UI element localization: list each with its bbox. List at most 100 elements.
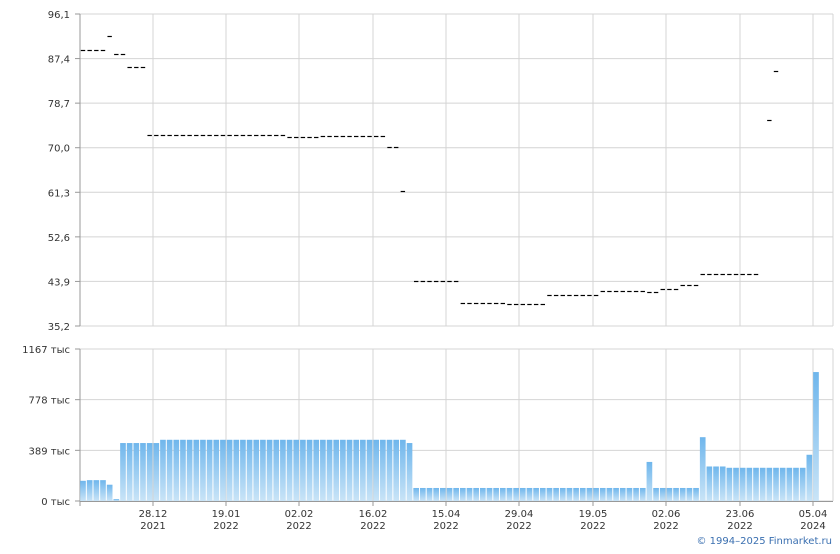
- price-y-tick-label: 87,4: [48, 55, 70, 66]
- volume-bar: [133, 443, 140, 501]
- volume-bar: [353, 439, 360, 501]
- volume-bar: [286, 439, 293, 501]
- x-tick-label-date: 19.05: [579, 509, 608, 520]
- volume-bar: [146, 443, 153, 501]
- price-y-tick-label: 43,9: [48, 277, 70, 288]
- volume-bar: [799, 467, 806, 501]
- x-tick-label-date: 23.06: [726, 509, 755, 520]
- volume-bar: [246, 439, 253, 501]
- volume-bar: [226, 439, 233, 501]
- x-tick-label-year: 2022: [506, 521, 531, 532]
- x-tick-label-year: 2021: [140, 521, 165, 532]
- volume-bar: [706, 466, 713, 501]
- x-tick-label-year: 2022: [360, 521, 385, 532]
- volume-bar: [793, 467, 799, 501]
- volume-bar: [533, 487, 539, 501]
- volume-bar: [753, 467, 759, 501]
- volume-bar: [233, 439, 240, 501]
- volume-bar: [473, 487, 479, 501]
- volume-bar: [779, 467, 786, 501]
- volume-bar: [320, 439, 326, 501]
- x-tick-label-date: 05.04: [799, 509, 828, 520]
- volume-bar: [100, 480, 106, 501]
- volume-bar: [813, 372, 819, 501]
- volume-bar: [346, 439, 353, 501]
- volume-bar: [280, 439, 286, 501]
- volume-bar: [340, 439, 346, 501]
- volume-bar: [673, 487, 679, 501]
- volume-bar: [466, 487, 473, 501]
- volume-bar: [773, 467, 779, 501]
- volume-y-tick-label: 389 тыс: [29, 446, 70, 457]
- volume-bar: [786, 467, 793, 501]
- volume-bar: [213, 439, 220, 501]
- volume-bar: [506, 487, 513, 501]
- volume-bar: [433, 487, 440, 501]
- x-axis: 28.12202119.01202202.02202216.02202215.0…: [79, 501, 833, 532]
- volume-bar: [240, 439, 246, 501]
- volume-bar: [326, 439, 333, 501]
- volume-bar: [666, 487, 673, 501]
- volume-bar: [593, 487, 599, 501]
- copyright-link[interactable]: © 1994–2025 Finmarket.ru: [696, 536, 832, 547]
- volume-bar: [400, 439, 406, 501]
- volume-bar: [80, 480, 86, 501]
- volume-bar: [579, 487, 586, 501]
- volume-bar: [406, 443, 413, 501]
- volume-bar: [120, 443, 126, 501]
- volume-y-tick-label: 0 тыс: [41, 497, 70, 508]
- x-tick-label-date: 15.04: [432, 509, 461, 520]
- volume-bar: [446, 487, 453, 501]
- volume-bar: [106, 484, 113, 501]
- volume-y-tick-label: 778 тыс: [29, 396, 70, 407]
- volume-bar: [220, 439, 226, 501]
- volume-bar: [573, 487, 579, 501]
- price-y-tick-label: 78,7: [48, 99, 70, 110]
- volume-bar: [113, 499, 120, 501]
- volume-bar: [746, 467, 753, 501]
- volume-bar: [479, 487, 486, 501]
- price-y-tick-label: 70,0: [48, 144, 70, 155]
- volume-bar: [659, 487, 666, 501]
- volume-bar: [619, 487, 626, 501]
- price-y-tick-label: 96,1: [48, 10, 70, 21]
- volume-bar: [519, 487, 526, 501]
- volume-bar: [373, 439, 380, 501]
- volume-bar: [360, 439, 366, 501]
- volume-bar: [313, 439, 320, 501]
- volume-bar: [739, 467, 746, 501]
- volume-bar: [639, 487, 646, 501]
- volume-bar: [606, 487, 613, 501]
- volume-bar: [306, 439, 313, 501]
- price-y-tick-label: 61,3: [48, 188, 70, 199]
- volume-bar: [499, 487, 506, 501]
- volume-panel: 1167 тыс 778 тыс 389 тыс 0 тыс: [22, 345, 834, 508]
- volume-bar: [366, 439, 373, 501]
- volume-bar: [93, 480, 100, 501]
- price-y-tick-label: 35,2: [48, 322, 70, 333]
- volume-bar: [713, 466, 719, 501]
- volume-bar: [806, 454, 813, 501]
- volume-bar: [493, 487, 499, 501]
- volume-bar: [413, 487, 420, 501]
- volume-bar: [300, 439, 306, 501]
- x-tick-label-year: 2024: [800, 521, 825, 532]
- x-tick-label-date: 02.06: [652, 509, 681, 520]
- volume-bar: [566, 487, 573, 501]
- volume-bar: [459, 487, 466, 501]
- x-tick-label-year: 2022: [213, 521, 238, 532]
- x-tick-label-year: 2022: [653, 521, 678, 532]
- price-panel: 96,1 87,4 78,7 70,0 61,3 52,6 43,9 35,2: [48, 10, 834, 333]
- volume-bar: [393, 439, 400, 501]
- volume-bar: [453, 487, 459, 501]
- volume-bar: [333, 439, 340, 501]
- volume-bar: [719, 466, 726, 501]
- x-tick-label-date: 16.02: [359, 509, 388, 520]
- volume-bar: [586, 487, 593, 501]
- volume-bar: [653, 487, 659, 501]
- volume-bar: [140, 443, 146, 501]
- volume-bar: [526, 487, 533, 501]
- volume-bar: [166, 439, 173, 501]
